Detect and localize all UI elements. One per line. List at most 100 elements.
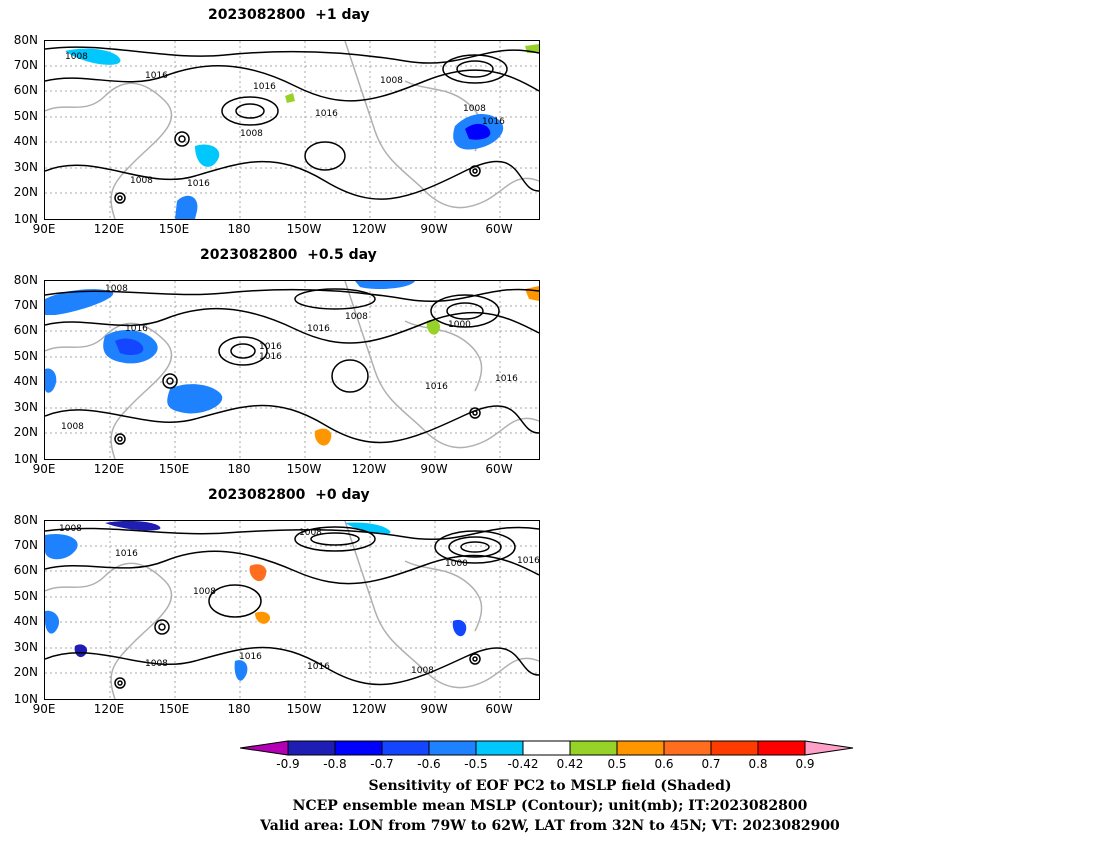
panel-1-map: 1008 1016 1008 1016 1016 1008 1016 1008 …: [44, 40, 540, 220]
lon-tick: 180: [227, 222, 251, 236]
contour-label: 1016: [482, 117, 505, 127]
lat-tick: 50N: [13, 109, 38, 123]
colorbar-tick-label: 0.9: [795, 757, 815, 771]
lat-tick: 60N: [13, 563, 38, 577]
lat-tick: 20N: [13, 425, 38, 439]
colorbar-swatch: [757, 740, 806, 756]
colorbar-swatch: [428, 740, 477, 756]
lon-tick: 90E: [32, 702, 56, 716]
lon-tick: 120E: [93, 222, 125, 236]
contour-label: 1016: [187, 179, 210, 189]
lon-tick: 90W: [420, 462, 448, 476]
lat-tick: 70N: [13, 58, 38, 72]
grid-lines: [45, 521, 539, 699]
contour-label: 1016: [425, 382, 448, 392]
contour-label: 1008: [193, 587, 216, 597]
colorbar-tick-label: -0.8: [323, 757, 347, 771]
colorbar-swatch: [569, 740, 618, 756]
panel-3-map: 1008 1016 1008 1008 1000 1016 1016 1016 …: [44, 520, 540, 700]
lon-tick: 150W: [286, 462, 322, 476]
contour-label: 1000: [445, 559, 468, 569]
panel-2-title: 2023082800 +0.5 day: [200, 247, 377, 263]
lat-tick: 70N: [13, 298, 38, 312]
contour-label: 1016: [253, 82, 276, 92]
contour-label: 1016: [259, 342, 282, 352]
lon-tick: 120W: [351, 702, 387, 716]
lon-tick: 150E: [158, 222, 190, 236]
colorbar-tick-label: -0.7: [370, 757, 394, 771]
caption-line-2: NCEP ensemble mean MSLP (Contour); unit(…: [292, 798, 808, 814]
lat-tick: 40N: [13, 374, 38, 388]
lon-tick: 60W: [485, 222, 513, 236]
contour-label: 1008: [130, 176, 153, 186]
colorbar-swatch: [334, 740, 383, 756]
contour-label: 1008: [61, 422, 84, 432]
colorbar-swatch: [381, 740, 430, 756]
colorbar-tick-label: -0.9: [276, 757, 300, 771]
sensitivity-shading: [45, 521, 467, 681]
lon-tick: 120E: [93, 702, 125, 716]
contour-label: 1016: [115, 549, 138, 559]
colorbar-tick-label: 0.8: [748, 757, 768, 771]
lon-tick: 90E: [32, 222, 56, 236]
colorbar-swatch: [804, 740, 854, 756]
lat-tick: 30N: [13, 640, 38, 654]
contour-label: 1016: [125, 324, 148, 334]
lat-tick: 70N: [13, 538, 38, 552]
colorbar-swatch: [522, 740, 571, 756]
sensitivity-shading: [65, 44, 539, 219]
colorbar-tick-label: 0.5: [607, 757, 627, 771]
colorbar-swatch: [663, 740, 712, 756]
lon-tick: 90E: [32, 462, 56, 476]
colorbar-swatch: [240, 740, 289, 756]
lon-tick: 120E: [93, 462, 125, 476]
lat-tick: 40N: [13, 134, 38, 148]
colorbar-tick-label: 0.42: [556, 757, 584, 771]
lon-tick: 150W: [286, 702, 322, 716]
panel-3-plot: 1008 1016 1008 1008 1000 1016 1016 1016 …: [45, 521, 539, 699]
lat-tick: 60N: [13, 323, 38, 337]
colorbar-tick-label: 0.6: [654, 757, 674, 771]
contour-label: 1008: [380, 76, 403, 86]
lon-tick: 180: [227, 462, 251, 476]
contour-label: 1000: [448, 320, 471, 330]
contour-label: 1008: [345, 312, 368, 322]
colorbar-swatch: [287, 740, 336, 756]
caption-line-1: Sensitivity of EOF PC2 to MSLP field (Sh…: [368, 778, 732, 794]
mslp-contours: [45, 526, 539, 689]
colorbar-swatch: [616, 740, 665, 756]
lat-tick: 50N: [13, 349, 38, 363]
contour-label: 1016: [307, 324, 330, 334]
grid-lines: [45, 281, 539, 459]
caption-line-3: Valid area: LON from 79W to 62W, LAT fro…: [260, 818, 840, 834]
panel-1-title: 2023082800 +1 day: [208, 7, 370, 23]
contour-label: 1008: [105, 284, 128, 294]
colorbar-tick-label: -0.6: [417, 757, 441, 771]
colorbar-swatch: [710, 740, 759, 756]
panel-1-plot: 1008 1016 1008 1016 1016 1008 1016 1008 …: [45, 41, 539, 219]
contour-label: 1016: [517, 556, 539, 566]
lat-tick: 10N: [13, 212, 38, 226]
colorbar-swatch: [475, 740, 524, 756]
lat-tick: 20N: [13, 665, 38, 679]
contour-label: 1008: [240, 129, 263, 139]
contour-label: 1016: [315, 109, 338, 119]
contour-label: 1016: [239, 652, 262, 662]
contour-label: 1008: [145, 659, 168, 669]
lon-tick: 120W: [351, 222, 387, 236]
contour-label: 1016: [495, 374, 518, 384]
coastlines: [45, 281, 539, 459]
panel-3-title: 2023082800 +0 day: [208, 487, 370, 503]
lat-tick: 30N: [13, 400, 38, 414]
contour-label: 1008: [299, 528, 322, 538]
lat-tick: 60N: [13, 83, 38, 97]
panel-2-map: 1008 1016 1008 1016 1016 1016 1000 1016 …: [44, 280, 540, 460]
lat-tick: 50N: [13, 589, 38, 603]
lon-tick: 60W: [485, 702, 513, 716]
contour-label: 1008: [59, 524, 82, 534]
colorbar-tick-label: -0.42: [507, 757, 539, 771]
sensitivity-shading: [45, 281, 539, 446]
contour-label: 1016: [307, 662, 330, 672]
mslp-contours: [45, 288, 539, 445]
lon-tick: 120W: [351, 462, 387, 476]
